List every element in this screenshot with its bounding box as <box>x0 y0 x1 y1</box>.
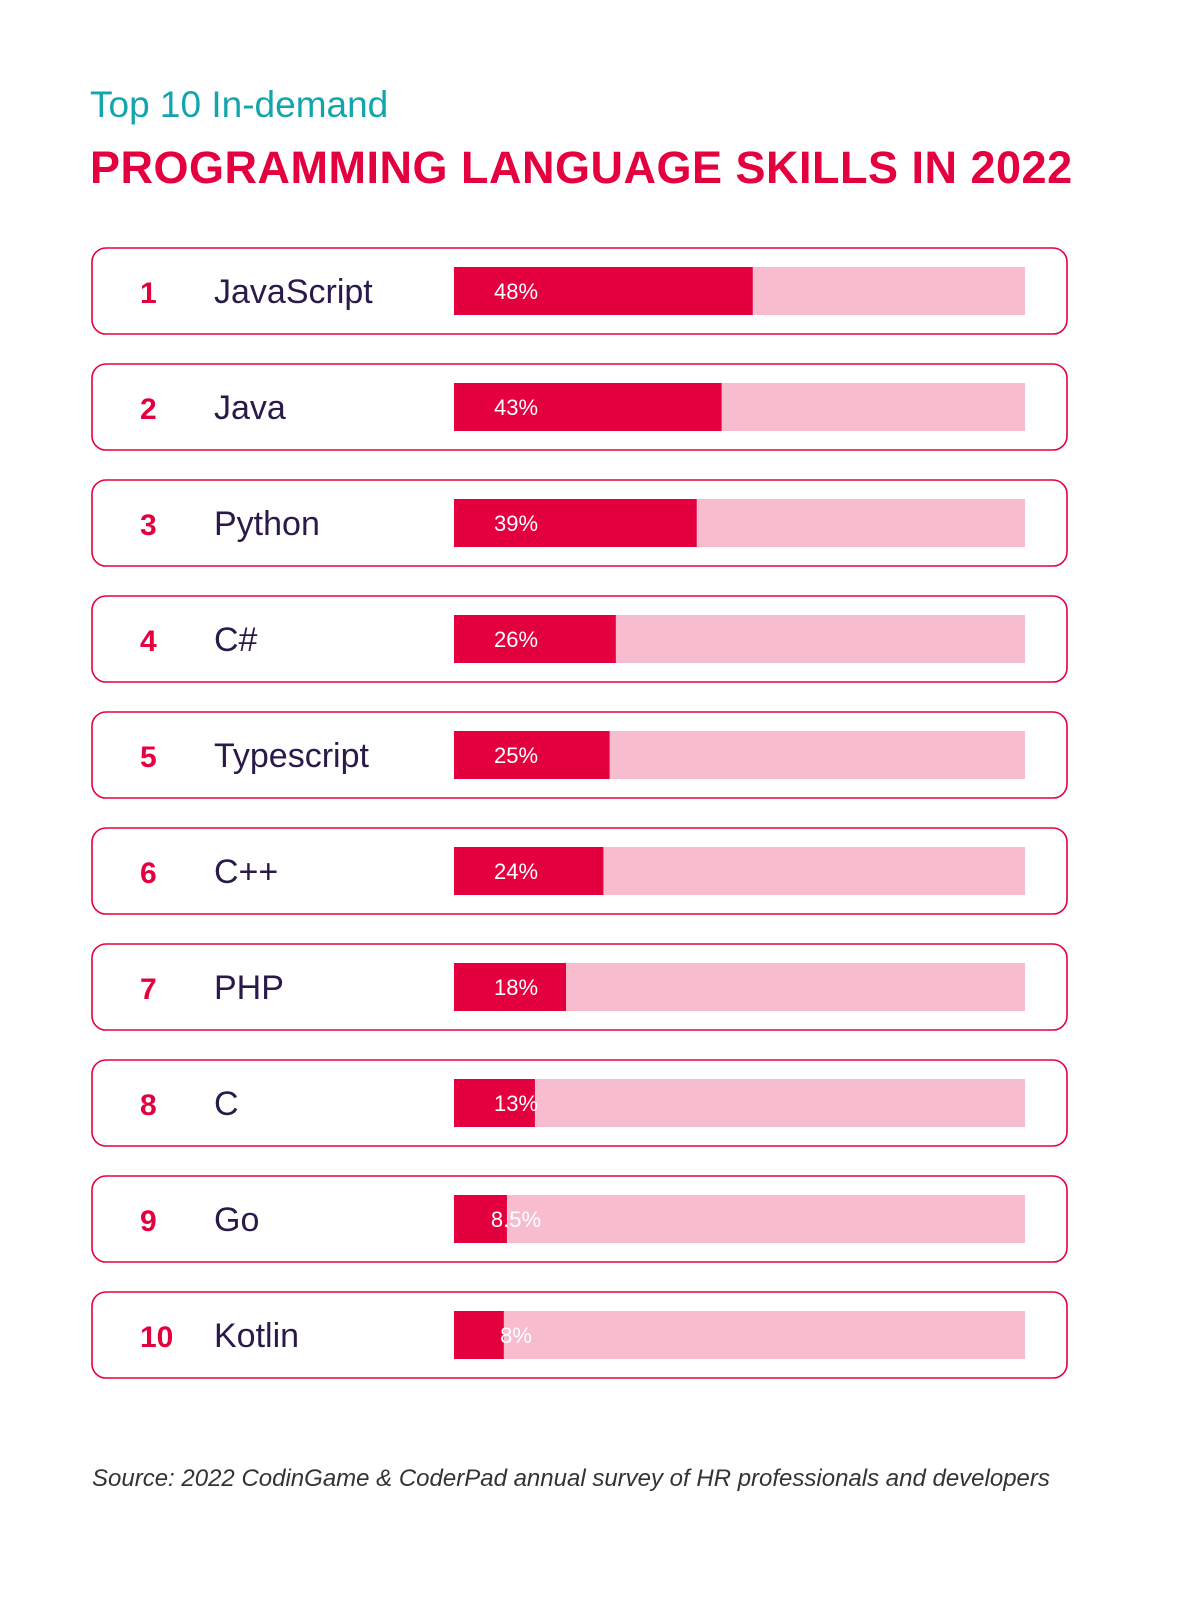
bar-track <box>454 1195 1025 1243</box>
value-label: 39% <box>494 511 538 536</box>
bar-track <box>454 1311 1025 1359</box>
value-label: 25% <box>494 743 538 768</box>
language-label: Java <box>214 389 286 427</box>
value-label: 43% <box>494 395 538 420</box>
source-note: Source: 2022 CodinGame & CoderPad annual… <box>92 1465 1050 1492</box>
value-label: 48% <box>494 279 538 304</box>
value-label: 26% <box>494 627 538 652</box>
rank-label: 10 <box>140 1321 173 1354</box>
chart-title: PROGRAMMING LANGUAGE SKILLS IN 2022 <box>90 142 1073 193</box>
chart-subtitle: Top 10 In-demand <box>90 84 389 125</box>
bar-fill <box>454 267 753 315</box>
rank-label: 6 <box>140 857 157 890</box>
language-label: PHP <box>214 969 284 1007</box>
bar-fill <box>454 731 610 779</box>
bar-fill <box>454 963 567 1011</box>
value-label: 8% <box>500 1323 532 1348</box>
bar-track <box>454 1079 1025 1127</box>
rank-label: 5 <box>140 741 157 774</box>
language-label: Typescript <box>214 737 369 775</box>
rank-label: 1 <box>140 277 157 310</box>
value-label: 13% <box>494 1091 538 1116</box>
rank-label: 4 <box>140 625 157 658</box>
bar-fill <box>454 1079 535 1127</box>
value-label: 24% <box>494 859 538 884</box>
rank-label: 3 <box>140 509 157 542</box>
language-label: C# <box>214 621 258 659</box>
language-label: C++ <box>214 853 278 891</box>
rank-label: 2 <box>140 393 157 426</box>
language-label: JavaScript <box>214 273 373 311</box>
bar-chart: 1 JavaScript 48% 2 Java 43% 3 Python 39% 4 C# 26% 5 T… <box>91 247 1068 1379</box>
bar-fill <box>454 615 616 663</box>
language-label: Kotlin <box>214 1317 299 1355</box>
rank-label: 7 <box>140 973 157 1006</box>
bar-fill <box>454 1195 507 1243</box>
value-label: 18% <box>494 975 538 1000</box>
language-label: C <box>214 1085 239 1123</box>
language-label: Python <box>214 505 320 543</box>
rank-label: 8 <box>140 1089 157 1122</box>
bar-fill <box>454 383 722 431</box>
value-label: 8.5% <box>491 1207 541 1232</box>
bar-fill <box>454 499 697 547</box>
bar-fill <box>454 847 604 895</box>
language-label: Go <box>214 1201 259 1239</box>
bar-fill <box>454 1311 504 1359</box>
rank-label: 9 <box>140 1205 157 1238</box>
